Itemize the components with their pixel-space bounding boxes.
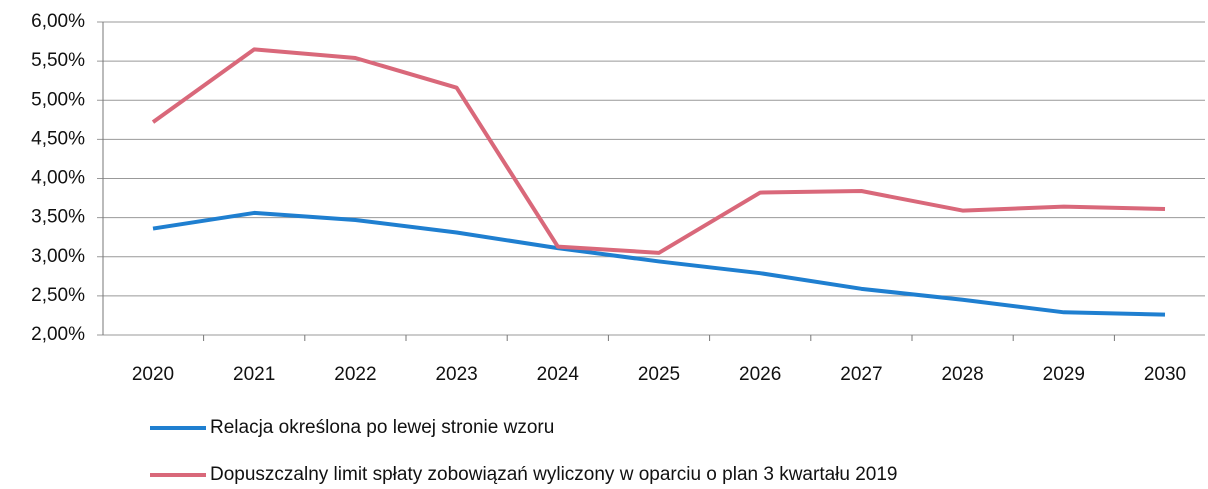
y-tick-label: 3,00%: [31, 246, 85, 267]
y-tick-label: 6,00%: [31, 11, 85, 32]
x-tick-label: 2022: [334, 364, 376, 385]
x-tick-label: 2027: [840, 364, 882, 385]
legend-label: Dopuszczalny limit spłaty zobowiązań wyl…: [210, 464, 898, 485]
y-tick-label: 2,00%: [31, 324, 85, 345]
y-tick-label: 4,50%: [31, 128, 85, 149]
series-line: [151, 47, 1166, 255]
legend-label: Relacja określona po lewej stronie wzoru: [210, 417, 554, 438]
y-tick-label: 3,50%: [31, 207, 85, 228]
x-tick-label: 2030: [1144, 364, 1186, 385]
y-tick-label: 4,00%: [31, 168, 85, 189]
x-tick-label: 2021: [233, 364, 275, 385]
x-tick-label: 2023: [435, 364, 477, 385]
series-line: [152, 210, 1166, 317]
x-tick-label: 2025: [638, 364, 680, 385]
y-tick-label: 5,50%: [31, 50, 85, 71]
y-tick-label: 2,50%: [31, 285, 85, 306]
x-tick-label: 2028: [941, 364, 983, 385]
x-tick-label: 2024: [537, 364, 580, 385]
x-tick-label: 2026: [739, 364, 781, 385]
x-tick-label: 2020: [132, 364, 174, 385]
x-tick-label: 2029: [1043, 364, 1085, 385]
y-tick-label: 5,00%: [31, 89, 85, 110]
